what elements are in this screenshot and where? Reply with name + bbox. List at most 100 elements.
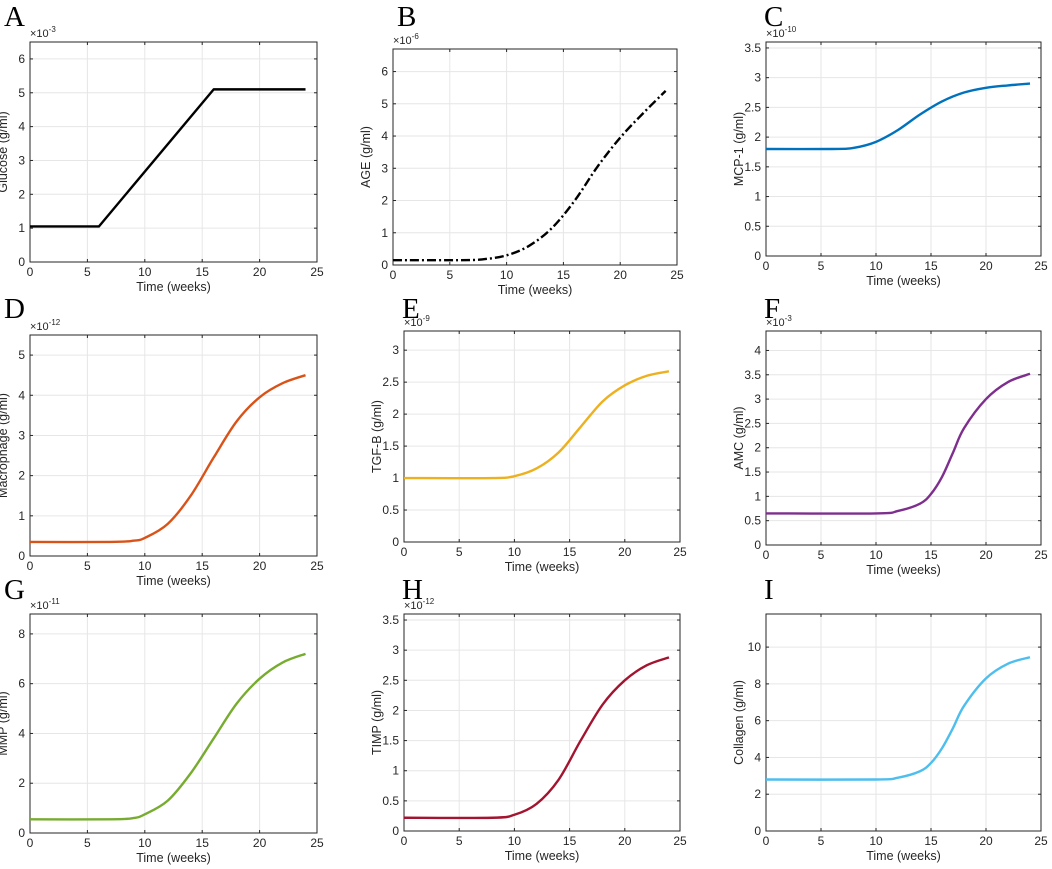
- y-tick-label: 4: [754, 343, 761, 357]
- y-tick-label: 3: [754, 71, 761, 85]
- series-line-tgf-b: [403, 370, 670, 480]
- x-tick-label: 0: [763, 259, 770, 273]
- x-tick-label: 25: [673, 834, 687, 848]
- x-axis-label: Time (weeks): [505, 560, 580, 574]
- x-tick-label: 15: [924, 834, 938, 848]
- y-tick-label: 1.5: [744, 465, 761, 479]
- y-tick-label: 8: [754, 677, 761, 691]
- axes-box: [29, 334, 318, 557]
- series-line-collagen: [765, 656, 1031, 781]
- y-tick-label: 1: [392, 764, 399, 778]
- x-tick-label: 5: [818, 259, 825, 273]
- axis-exponent-value: -6: [412, 32, 420, 41]
- x-tick-label: 5: [446, 268, 453, 282]
- y-tick-label: 3: [18, 153, 25, 167]
- y-tick-label: 0: [381, 258, 388, 272]
- x-tick-label: 20: [614, 268, 628, 282]
- y-tick-label: 3: [381, 161, 388, 175]
- y-tick-label: 2.5: [382, 375, 399, 389]
- x-tick-label: 20: [253, 836, 267, 850]
- axis-exponent-label: ×10-10: [766, 25, 797, 40]
- chart-panel-f: F 0 5 10 15 20 25 0 0.5 1 1.5 2 2.5 3 3.5 4 ×10-3 Time (w…: [732, 293, 1048, 577]
- axis-exponent-label: ×10-12: [30, 318, 61, 333]
- x-tick-label: 0: [763, 834, 770, 848]
- x-tick-label: 0: [763, 548, 770, 562]
- x-axis-label: Time (weeks): [136, 574, 211, 588]
- y-tick-label: 1.5: [382, 439, 399, 453]
- chart-panel-a: A 0 5 10 15 20 25 0 1 2 3 4 5 6 ×10-3 Time (weeks) Gluco…: [0, 1, 324, 294]
- x-tick-label: 10: [500, 268, 514, 282]
- x-tick-label: 5: [84, 265, 91, 279]
- y-tick-label: 0.5: [382, 503, 399, 517]
- panel-letter: B: [397, 1, 416, 33]
- y-tick-label: 0.5: [744, 219, 761, 233]
- y-tick-label: 2.5: [744, 100, 761, 114]
- y-tick-label: 0: [18, 826, 25, 840]
- x-tick-label: 25: [1034, 834, 1048, 848]
- x-tick-label: 25: [673, 545, 687, 559]
- axis-exponent-label: ×10-12: [404, 597, 435, 612]
- y-axis-label: Glucose (g/ml): [0, 111, 10, 192]
- x-tick-label: 5: [456, 834, 463, 848]
- y-tick-label: 1: [754, 489, 761, 503]
- x-tick-label: 25: [310, 559, 324, 573]
- x-axis-label: Time (weeks): [866, 274, 941, 288]
- y-tick-label: 0: [18, 549, 25, 563]
- x-tick-label: 0: [27, 265, 34, 279]
- axis-exponent-value: -3: [785, 314, 793, 323]
- x-tick-label: 20: [979, 834, 993, 848]
- x-axis-label: Time (weeks): [136, 280, 211, 294]
- y-tick-label: 2: [18, 469, 25, 483]
- chart-panel-e: E 0 5 10 15 20 25 0 0.5 1 1.5 2 2.5 3 ×10-9 Time (weeks…: [370, 293, 687, 574]
- y-tick-label: 1: [392, 471, 399, 485]
- chart-panel-g: G 0 5 10 15 20 25 0 2 4 6 8 ×10-11 Time (weeks) MMP (g…: [0, 574, 324, 865]
- axis-exponent-value: -10: [785, 25, 797, 34]
- series-line-mcp-1: [765, 82, 1031, 151]
- y-tick-label: 4: [381, 129, 388, 143]
- x-tick-label: 10: [508, 834, 522, 848]
- x-tick-label: 5: [84, 836, 91, 850]
- x-tick-label: 10: [869, 548, 883, 562]
- y-tick-label: 0: [754, 824, 761, 838]
- y-tick-label: 3: [18, 428, 25, 442]
- y-tick-label: 3: [392, 343, 399, 357]
- axis-exponent-label: ×10-3: [766, 314, 792, 329]
- axis-exponent-value: -11: [49, 597, 61, 606]
- x-tick-label: 5: [818, 834, 825, 848]
- y-tick-label: 4: [754, 750, 761, 764]
- x-tick-label: 15: [924, 259, 938, 273]
- y-tick-label: 1: [754, 190, 761, 204]
- y-tick-label: 4: [18, 726, 25, 740]
- axes-box: [392, 48, 678, 266]
- y-tick-label: 2.5: [744, 416, 761, 430]
- chart-panel-b: B 0 5 10 15 20 25 0 1 2 3 4 5 6 ×10-6 Time (weeks) AGE (…: [359, 1, 684, 297]
- x-tick-label: 15: [924, 548, 938, 562]
- y-tick-label: 1.5: [744, 160, 761, 174]
- y-tick-label: 0: [754, 249, 761, 263]
- x-tick-label: 15: [196, 559, 210, 573]
- panel-letter: F: [764, 293, 780, 325]
- y-tick-label: 5: [381, 97, 388, 111]
- x-axis-label: Time (weeks): [498, 283, 573, 297]
- x-tick-label: 20: [253, 559, 267, 573]
- panel-letter: I: [764, 574, 774, 606]
- x-tick-label: 15: [563, 545, 577, 559]
- y-tick-label: 3: [392, 643, 399, 657]
- x-tick-label: 0: [401, 834, 408, 848]
- x-tick-label: 5: [84, 559, 91, 573]
- y-tick-label: 2: [392, 407, 399, 421]
- y-axis-label: Collagen (g/ml): [732, 680, 746, 765]
- x-tick-label: 20: [253, 265, 267, 279]
- series-line-age: [392, 90, 667, 262]
- x-tick-label: 5: [456, 545, 463, 559]
- axes-box: [765, 613, 1042, 832]
- x-axis-label: Time (weeks): [136, 851, 211, 865]
- y-tick-label: 6: [18, 52, 25, 66]
- y-tick-label: 2: [18, 776, 25, 790]
- y-tick-label: 10: [748, 640, 762, 654]
- y-tick-label: 0: [18, 255, 25, 269]
- x-tick-label: 0: [390, 268, 397, 282]
- y-tick-label: 3.5: [744, 41, 761, 55]
